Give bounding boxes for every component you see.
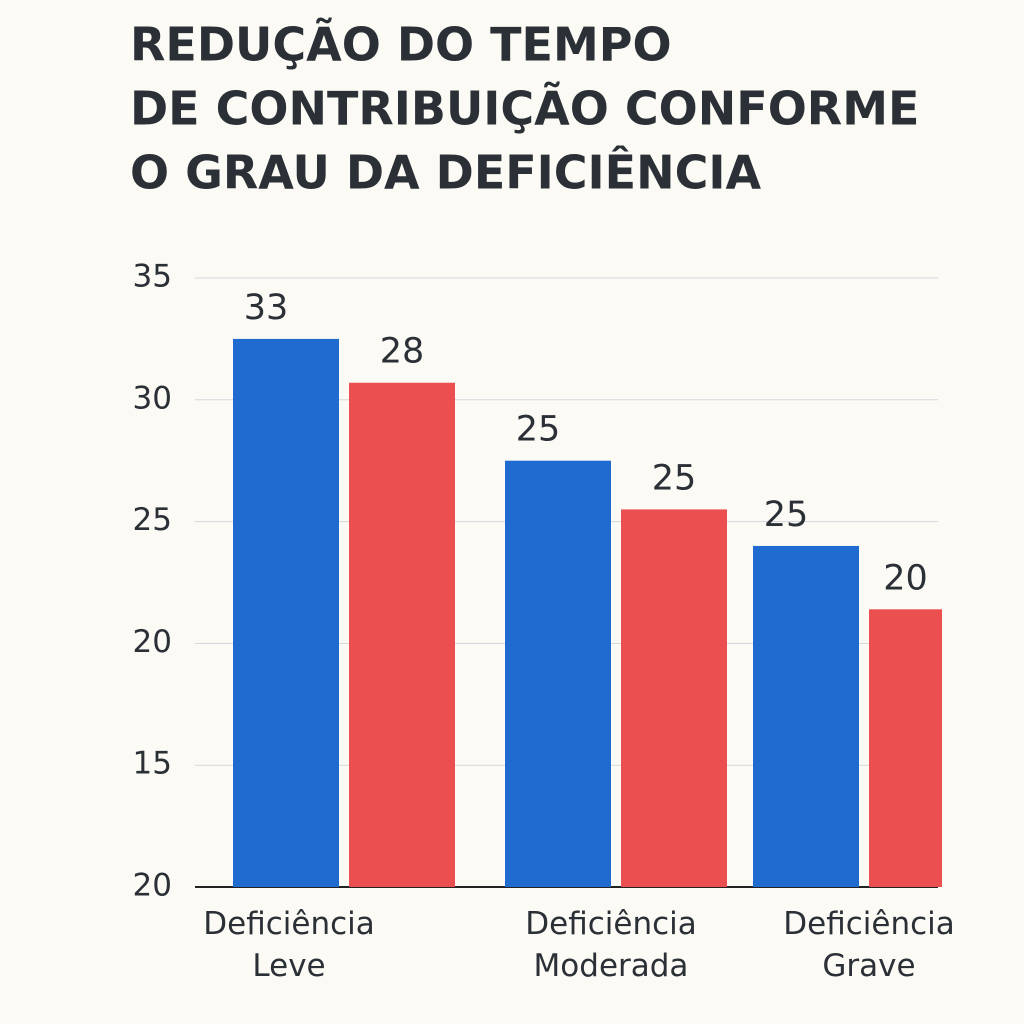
bar: [505, 460, 611, 887]
value-label: 25: [764, 495, 809, 535]
bar: [349, 382, 455, 887]
bar: [621, 509, 727, 887]
x-tick-label: Deficiência Grave: [783, 906, 955, 984]
bar: [869, 609, 942, 887]
value-label: 28: [380, 332, 425, 372]
chart-title: REDUÇÃO DO TEMPO: [130, 17, 672, 72]
bar: [233, 338, 339, 887]
y-tick-label: 30: [133, 380, 172, 416]
y-tick-label: 20: [133, 624, 172, 660]
y-tick-label: 20: [133, 868, 172, 904]
value-label: 25: [652, 458, 697, 498]
x-tick-label: Deficiência Moderada: [525, 906, 697, 984]
y-tick-label: 35: [133, 259, 172, 295]
chart-title: O GRAU DA DEFICIÊNCIA: [130, 146, 761, 200]
y-tick-label: 15: [133, 746, 172, 782]
y-tick-label: 25: [133, 502, 172, 538]
value-label: 20: [883, 558, 928, 598]
chart-title: DE CONTRIBUIÇÃO CONFORME: [130, 81, 919, 136]
value-label: 33: [244, 288, 289, 328]
bar: [753, 545, 859, 887]
x-tick-label: Deficiência Leve: [203, 906, 375, 984]
value-label: 25: [516, 410, 561, 450]
